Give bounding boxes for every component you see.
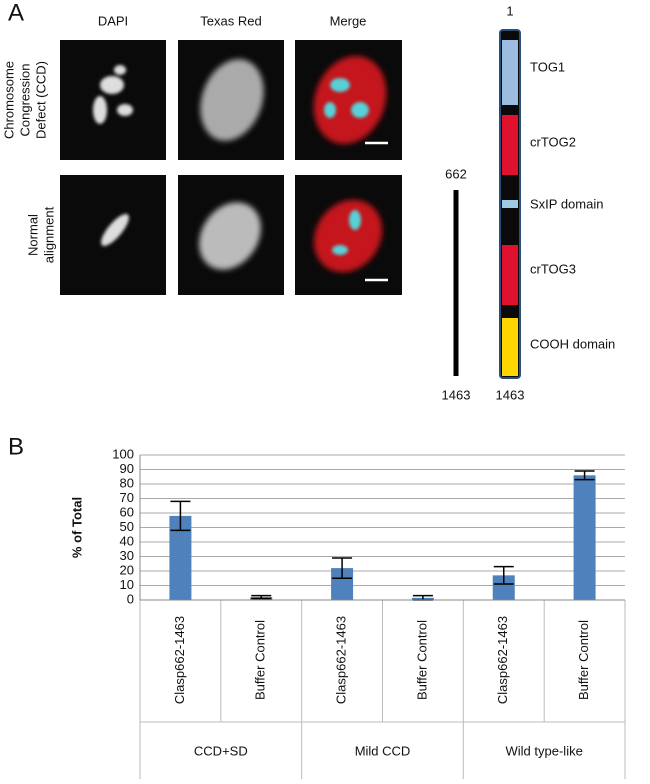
x-tick-label: Buffer Control [414,620,429,700]
y-tick-label: 100 [112,446,134,461]
x-tick-label: Clasp662-1463 [334,616,349,704]
group-label: Wild type-like [506,743,583,758]
residue-label: 662 [445,166,467,181]
domain-label: SxIP domain [530,196,603,211]
panel-label: A [8,0,24,26]
column-header: DAPI [98,13,128,28]
error-bar [170,500,191,532]
domain-label: COOH domain [530,336,615,351]
row-label: Normal [25,214,40,256]
error-bar [493,565,514,585]
row-label: Congression [17,64,32,137]
category-table [139,600,626,779]
error-bar [251,594,272,600]
x-tick-label: Buffer Control [576,620,591,700]
x-tick-label: Clasp662-1463 [495,616,510,704]
row-label: Chromosome [1,61,16,139]
bar [573,475,596,600]
residue-label: 1463 [442,387,471,402]
micrographs [60,40,402,295]
column-header: Merge [330,13,367,28]
x-tick-label: Buffer Control [253,620,268,700]
error-bar [332,557,353,579]
y-axis-label: % of Total [69,497,84,558]
y-tick-label: 40 [120,533,134,548]
panel-label: B [8,433,24,460]
domain-label: TOG1 [530,59,565,74]
y-tick-label: 20 [120,562,134,577]
group-label: CCD+SD [194,743,248,758]
bar [169,515,192,600]
column-header: Texas Red [200,13,261,28]
domain-label: crTOG2 [530,134,576,149]
error-bar [574,470,595,481]
y-tick-label: 60 [120,504,134,519]
group-label: Mild CCD [355,743,411,758]
y-tick-label: 0 [127,591,134,606]
y-tick-label: 70 [120,490,134,505]
row-label: Defect (CCD) [33,61,48,139]
bar [492,575,515,600]
protein-schematic [453,29,521,379]
bar [331,568,354,600]
y-tick-label: 90 [120,461,134,476]
residue-label: 1463 [496,387,525,402]
x-tick-label: Clasp662-1463 [172,616,187,704]
y-tick-label: 30 [120,548,134,563]
residue-label: 1 [506,3,513,18]
y-tick-label: 50 [120,519,134,534]
row-label: alignment [41,206,56,263]
y-tick-label: 10 [120,577,134,592]
domain-label: crTOG3 [530,261,576,276]
y-tick-label: 80 [120,475,134,490]
